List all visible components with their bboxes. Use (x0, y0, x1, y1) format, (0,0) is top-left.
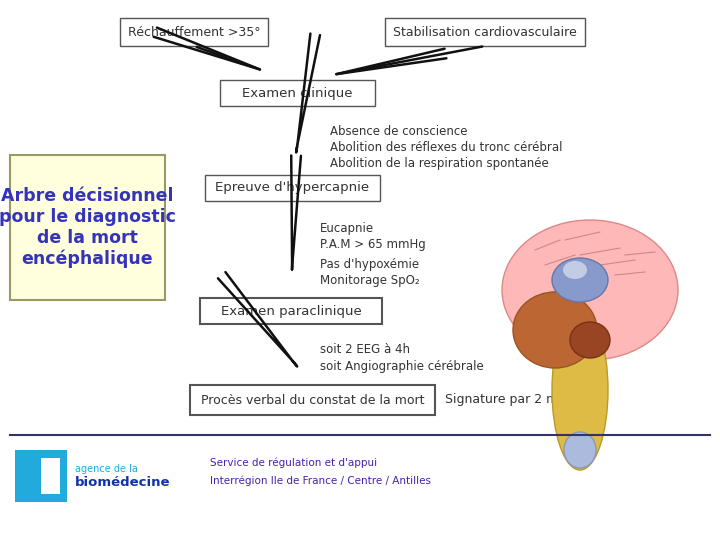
FancyBboxPatch shape (22, 458, 60, 494)
Text: Epreuve d'hypercapnie: Epreuve d'hypercapnie (215, 181, 369, 194)
Text: biomédecine: biomédecine (75, 476, 171, 489)
Text: Stabilisation cardiovasculaire: Stabilisation cardiovasculaire (393, 25, 577, 38)
Text: agence de la: agence de la (75, 464, 138, 474)
Text: Abolition de la respiration spontanée: Abolition de la respiration spontanée (330, 157, 549, 170)
Text: Examen clinique: Examen clinique (242, 86, 353, 99)
Ellipse shape (552, 258, 608, 302)
Text: Abolition des réflexes du tronc cérébral: Abolition des réflexes du tronc cérébral (330, 141, 562, 154)
Text: Réchauffement >35°: Réchauffement >35° (127, 25, 261, 38)
FancyBboxPatch shape (10, 155, 165, 300)
Text: Interrégion Ile de France / Centre / Antilles: Interrégion Ile de France / Centre / Ant… (210, 476, 431, 487)
Ellipse shape (570, 322, 610, 358)
FancyBboxPatch shape (190, 385, 435, 415)
Text: Service de régulation et d'appui: Service de régulation et d'appui (210, 458, 377, 469)
FancyBboxPatch shape (120, 18, 268, 46)
FancyBboxPatch shape (205, 175, 380, 201)
FancyBboxPatch shape (220, 80, 375, 106)
Text: Monitorage SpO₂: Monitorage SpO₂ (320, 274, 420, 287)
Text: Signature par 2 médecins: Signature par 2 médecins (445, 394, 607, 407)
Ellipse shape (502, 220, 678, 360)
Text: P.A.M > 65 mmHg: P.A.M > 65 mmHg (320, 238, 426, 251)
Ellipse shape (513, 292, 597, 368)
FancyBboxPatch shape (22, 458, 41, 494)
Text: Procès verbal du constat de la mort: Procès verbal du constat de la mort (201, 394, 424, 407)
Text: soit Angiographie cérébrale: soit Angiographie cérébrale (320, 360, 484, 373)
Text: soit 2 EEG à 4h: soit 2 EEG à 4h (320, 343, 410, 356)
Text: Examen paraclinique: Examen paraclinique (220, 305, 361, 318)
Ellipse shape (552, 310, 608, 470)
Ellipse shape (564, 432, 596, 468)
FancyBboxPatch shape (15, 450, 67, 502)
Text: Pas d'hypoxémie: Pas d'hypoxémie (320, 258, 419, 271)
Ellipse shape (563, 261, 587, 279)
Text: Eucapnie: Eucapnie (320, 222, 374, 235)
Text: Arbre décisionnel
pour le diagnostic
de la mort
encéphalique: Arbre décisionnel pour le diagnostic de … (0, 187, 176, 268)
Text: Absence de conscience: Absence de conscience (330, 125, 467, 138)
FancyBboxPatch shape (385, 18, 585, 46)
FancyBboxPatch shape (200, 298, 382, 324)
